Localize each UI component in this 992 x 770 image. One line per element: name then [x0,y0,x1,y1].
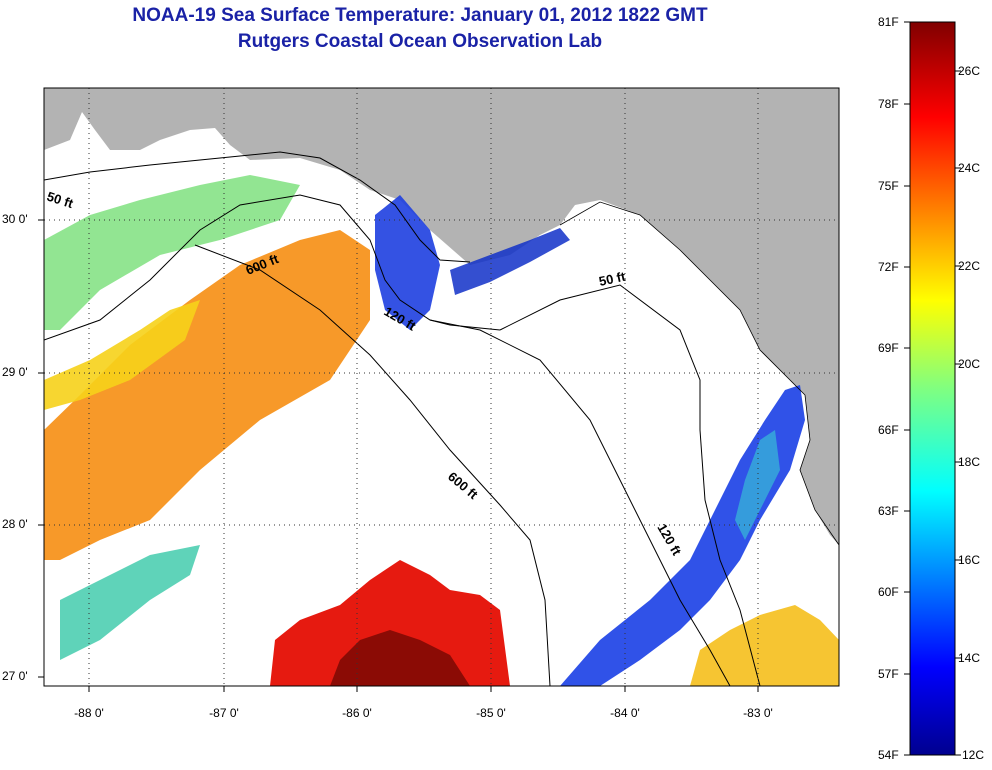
contour-600ft [194,244,551,686]
colorbar-ticks [904,21,961,756]
colorbar-f-label: 54F [878,748,899,762]
colorbar-f-label: 78F [878,97,899,111]
map-frame [43,87,840,687]
colorbar-f-label: 63F [878,504,899,518]
sst-cyan-westfl [735,430,780,540]
sst-green-north [44,175,300,330]
colorbar-f-label: 60F [878,585,899,599]
lat-tick-label: 29 0' [2,365,28,379]
contour-50ft-north [44,151,471,263]
sst-yellow-patches [44,300,200,410]
colorbar-c-label: 12C [962,748,985,762]
contour-50ft-florida [499,284,761,686]
colorbar-c-label: 26C [958,64,981,78]
colorbar-f-label: 72F [878,260,899,274]
lon-tick-label: -86 0' [342,706,372,720]
colorbar-c-label: 14C [958,651,981,665]
sst-yellow-south [690,605,839,686]
colorbar-f-label: 69F [878,341,899,355]
colorbar-c-label: 18C [958,455,981,469]
gulf-water [44,112,839,686]
sst-blue-westfl [560,385,805,686]
lat-tick-label: 28 0' [2,517,28,531]
colorbar-c-label: 24C [958,161,981,175]
lat-tick-label: 27 0' [2,669,28,683]
colorbar [909,21,956,756]
colorbar-c-label: 20C [958,357,981,371]
contour-label: 50 ft [598,269,628,289]
sst-red-core [270,560,510,686]
lon-tick-label: -87 0' [209,706,239,720]
map-title: NOAA-19 Sea Surface Temperature: January… [132,5,708,26]
lon-tick-label: -85 0' [476,706,506,720]
colorbar-f-label: 66F [878,423,899,437]
sst-blue-bigbend [375,195,440,330]
sst-green-small [60,545,200,660]
sst-orange-plume [44,230,370,560]
lon-tick-label: -83 0' [743,706,773,720]
lon-tick-label: -88 0' [74,706,104,720]
map-subtitle: Rutgers Coastal Ocean Observation Lab [237,31,603,52]
coastline-florida [559,201,839,546]
colorbar-f-label: 57F [878,667,899,681]
contour-120ft-florida [429,319,731,686]
colorbar-c-label: 16C [958,553,981,567]
colorbar-f-label: 75F [878,179,899,193]
sst-darkred-core [330,630,470,686]
sst-blue-apalachee [450,228,570,295]
lat-tick-label: 30 0' [2,212,28,226]
colorbar-f-label: 81F [878,15,899,29]
colorbar-c-label: 22C [958,259,981,273]
lon-tick-label: -84 0' [610,706,640,720]
axis-ticks [38,219,759,692]
